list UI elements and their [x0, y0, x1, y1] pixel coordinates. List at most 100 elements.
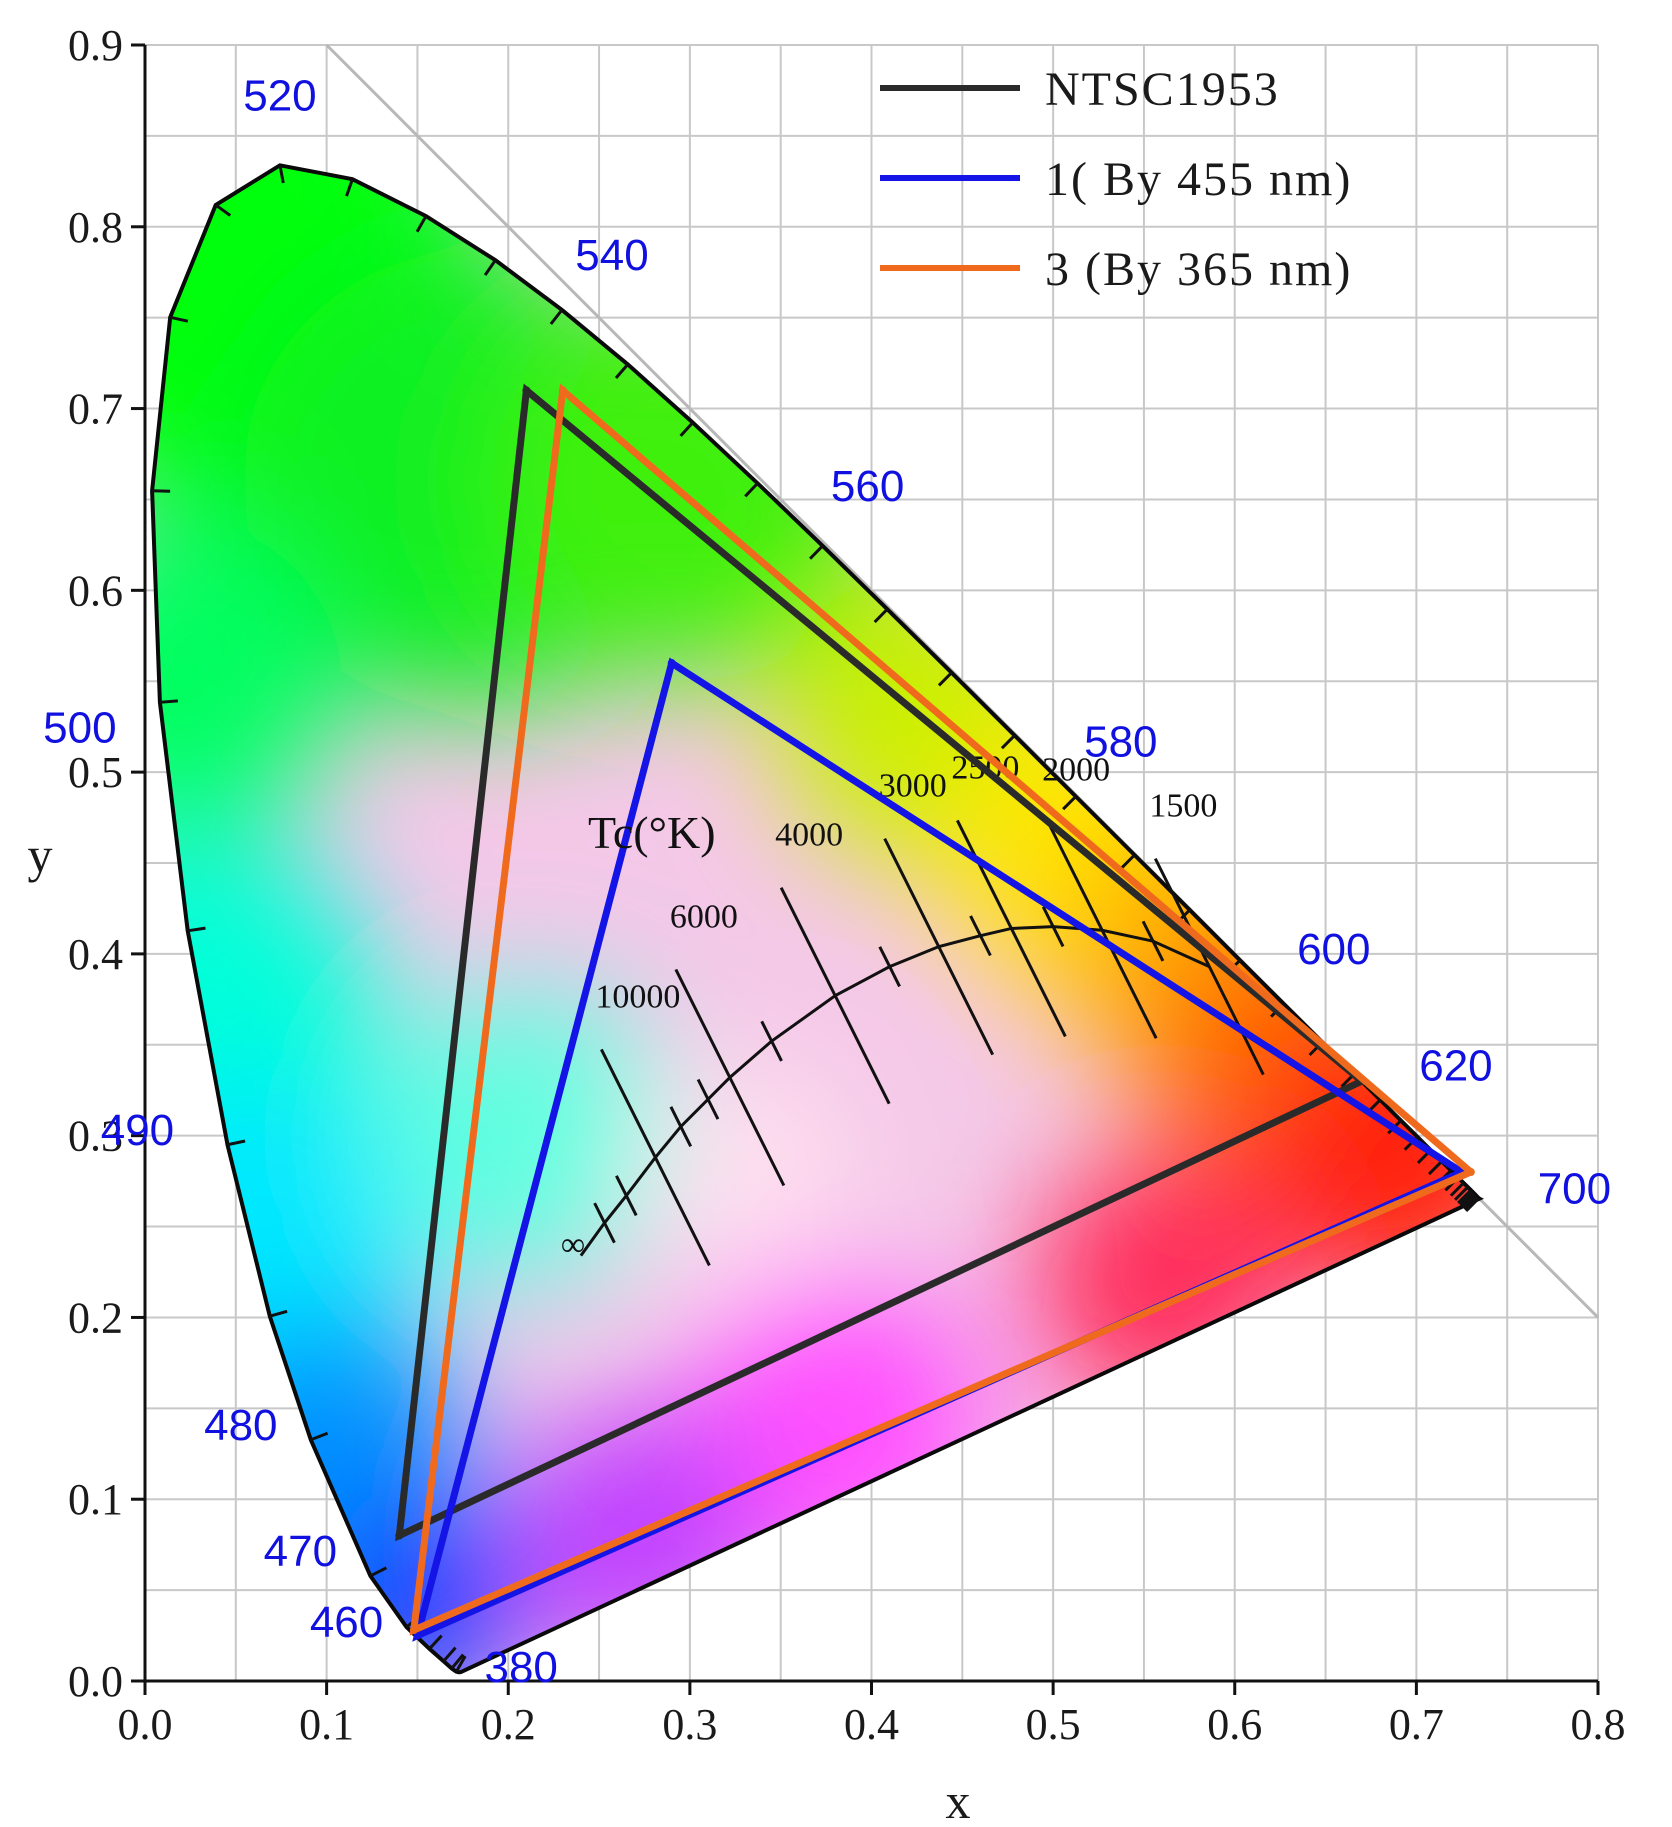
y-tick-label: 0.0 [68, 1657, 123, 1706]
x-tick-label: 0.5 [1026, 1700, 1081, 1749]
isotemperature-line [1041, 906, 1065, 948]
x-tick-label: 0.2 [481, 1700, 536, 1749]
cct-label-1500: 1500 [1149, 788, 1217, 825]
locus-tick [614, 363, 629, 379]
isotemperature-line [779, 887, 891, 1105]
locus-tick [1460, 1192, 1476, 1208]
locus-tick [1457, 1189, 1472, 1204]
isotemperature-line [669, 1106, 693, 1148]
legend-label-ntsc: NTSC1953 [1045, 63, 1280, 116]
y-tick-label: 0.5 [68, 748, 123, 797]
locus-tick [1453, 1186, 1469, 1201]
wavelength-label-600: 600 [1297, 925, 1370, 974]
wavelength-label-520: 520 [243, 71, 316, 120]
spectral-locus-curve [150, 163, 1485, 1675]
wavelength-label-380: 380 [484, 1643, 557, 1692]
cct-label-10000: 10000 [595, 978, 680, 1015]
cct-title: Tc(°K) [588, 807, 716, 858]
x-tick-label: 0.1 [299, 1700, 354, 1749]
y-tick-label: 0.6 [68, 566, 123, 615]
gamut-triangle-0 [395, 383, 1365, 1542]
cct-label-2000: 2000 [1042, 751, 1110, 788]
locus-tick [169, 315, 189, 323]
fill-blob [1032, 1151, 1293, 1412]
wavelength-label-500: 500 [43, 703, 116, 752]
locus-tick [809, 544, 824, 560]
locus-tick [278, 165, 285, 184]
isotemperature-line [615, 1175, 638, 1217]
wavelength-label-620: 620 [1419, 1042, 1492, 1091]
y-tick-label: 0.7 [68, 385, 123, 434]
wavelength-label-470: 470 [264, 1527, 337, 1576]
isotemperature-line [878, 946, 901, 988]
locus-tick [679, 421, 694, 437]
locus-tick [1062, 795, 1077, 811]
x-tick-label: 0.3 [662, 1700, 717, 1749]
x-tick-label: 0.7 [1389, 1700, 1444, 1749]
locus-tick [1459, 1191, 1474, 1206]
isotemperature-line [1153, 857, 1265, 1076]
gamut-triangles [395, 383, 1475, 1642]
locus-tick [1449, 1181, 1465, 1197]
y-tick-label: 0.4 [68, 930, 123, 979]
locus-tick [442, 1646, 457, 1663]
locus-tick [415, 215, 428, 233]
wavelength-label-580: 580 [1084, 717, 1157, 766]
locus-tick [187, 926, 206, 933]
locus-tick [455, 1655, 467, 1673]
x-tick-label: 0.4 [844, 1700, 899, 1749]
locus-tick [1463, 1195, 1479, 1211]
locus-tick [269, 1309, 288, 1318]
isotemperature-line [1141, 920, 1165, 962]
y-tick-label: 0.9 [68, 21, 123, 70]
legend: NTSC1953 1( By 455 nm) 3 (By 365 nm) [880, 63, 1352, 296]
locus-tick [549, 308, 564, 325]
cct-label-3000: 3000 [879, 768, 947, 805]
isotemperature-line [969, 915, 992, 957]
locus-tick [428, 1634, 443, 1650]
locus-tick [483, 259, 497, 276]
isotemperature-line [1046, 821, 1158, 1039]
legend-label-455: 1( By 455 nm) [1045, 153, 1352, 206]
gamut-vertex [395, 1531, 404, 1540]
locus-tick [345, 178, 354, 197]
legend-label-365: 3 (By 365 nm) [1045, 243, 1352, 296]
locus-tick [937, 671, 953, 687]
isotemperature-line [883, 837, 995, 1056]
fill-blob [376, 985, 677, 1286]
fill-blob [634, 1062, 855, 1283]
locus-tick [310, 1431, 329, 1442]
locus-tick [873, 608, 889, 624]
locus-tick [1461, 1194, 1477, 1209]
y-tick-label: 0.3 [68, 1112, 123, 1161]
locus-tick [450, 1653, 465, 1670]
wavelength-label-700: 700 [1538, 1165, 1611, 1214]
isotemperature-line [696, 1078, 720, 1120]
locus-tick [744, 482, 759, 498]
isotemperature-line [600, 1048, 711, 1267]
cct-label-6000: 6000 [670, 898, 738, 935]
y-axis-title: y [28, 827, 53, 883]
isotemperature-line [593, 1202, 616, 1244]
y-tick-label: 0.8 [68, 203, 123, 252]
gamut-vertex [409, 1626, 418, 1635]
wavelength-label-480: 480 [204, 1401, 277, 1450]
gamut-vertex [558, 386, 567, 395]
wavelength-label-560: 560 [831, 462, 904, 511]
gamut-vertex [1466, 1168, 1475, 1177]
cct-label-∞: ∞ [561, 1227, 585, 1264]
y-tick-label: 0.1 [68, 1475, 123, 1524]
x-axis-title: x [946, 1773, 971, 1827]
fill-blob [152, 521, 342, 842]
locus-tick [1120, 853, 1136, 869]
wavelength-label-460: 460 [310, 1598, 383, 1647]
axes: 0.0 0.1 0.2 0.3 0.4 0.5 0.6 0.7 0.8 0.0 0.1 0.2 0.3 0… [68, 21, 1626, 1749]
isotemperature-line [674, 968, 786, 1187]
isotemperature-line [760, 1020, 783, 1062]
gamut-triangle-2 [409, 383, 1474, 1636]
y-tick-label: 0.2 [68, 1293, 123, 1342]
locus-tick [159, 699, 178, 704]
locus-tick [1000, 734, 1016, 750]
